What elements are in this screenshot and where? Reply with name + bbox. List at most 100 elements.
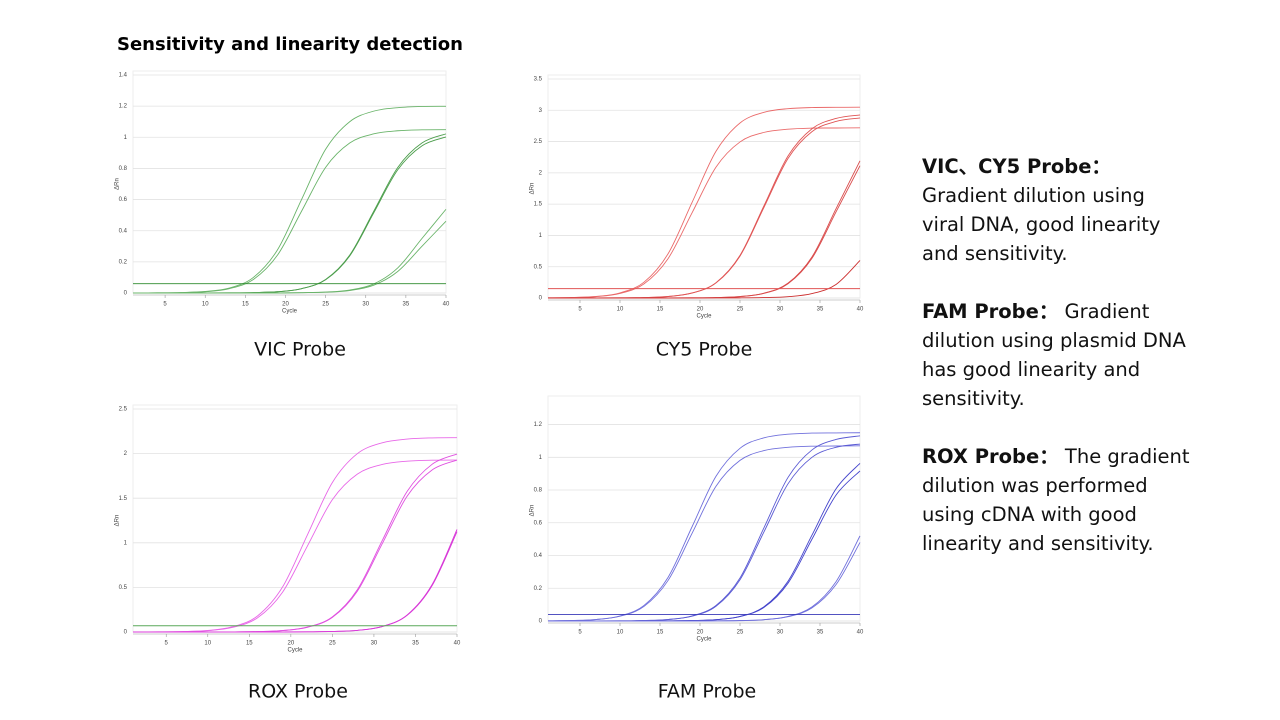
curve <box>132 208 447 294</box>
curve <box>548 435 861 622</box>
plot-area <box>132 70 447 294</box>
curve <box>547 160 861 299</box>
chart: 0 0.2 0.4 0.6 0.8 1 1.2 1.4 5 10 15 20 25 30 35 40 Cycle… <box>115 70 450 361</box>
curve <box>548 463 861 622</box>
x-axis-label: Cycle <box>282 309 298 315</box>
y-tick-label: 0 <box>539 619 543 625</box>
curve <box>547 127 861 299</box>
chart: 0 0.5 1 1.5 2 2.5 3 3.5 5 10 15 20 25 30 35 40 Cycle ΔRn C… <box>530 74 864 361</box>
note-label: ROX Probe： <box>922 445 1059 468</box>
x-tick-label: 40 <box>454 641 461 647</box>
y-tick-label: 1.5 <box>119 496 128 502</box>
x-tick-label: 40 <box>857 630 864 636</box>
x-tick-label: 25 <box>737 630 744 636</box>
y-tick-label: 0.6 <box>119 197 128 203</box>
y-tick-label: 1.2 <box>534 422 543 428</box>
chart-caption: ROX Probe <box>248 681 348 703</box>
y-tick-label: 2.5 <box>534 139 543 145</box>
y-tick-label: 0.2 <box>534 586 543 592</box>
note-label: VIC、CY5 Probe： <box>922 155 1111 178</box>
x-tick-label: 30 <box>777 630 784 636</box>
y-axis-label: ΔRn <box>115 178 121 190</box>
x-tick-label: 15 <box>242 302 249 308</box>
x-tick-label: 25 <box>329 641 336 647</box>
x-axis-label: Cycle <box>287 648 303 654</box>
curve <box>547 117 861 299</box>
x-tick-label: 15 <box>246 641 253 647</box>
note-text: Gradient dilution using plasmid DNA has … <box>922 300 1186 410</box>
note-label: FAM Probe： <box>922 300 1059 323</box>
chart: 0 0.2 0.4 0.6 0.8 1 1.2 5 10 15 20 25 30 35 40 Cycle ΔRn… <box>530 395 864 703</box>
chart-caption: CY5 Probe <box>656 339 753 361</box>
x-tick-label: 5 <box>163 302 167 308</box>
curve <box>548 535 861 622</box>
curve <box>547 114 861 299</box>
notes: VIC、CY5 Probe： Gradient dilution using vi… <box>922 152 1192 587</box>
y-tick-label: 1.5 <box>534 202 543 208</box>
y-tick-label: 0.8 <box>534 488 543 494</box>
chart: 0 0.5 1 1.5 2 2.5 5 10 15 20 25 30 35 40 Cycle ΔRn ROX P… <box>115 404 461 703</box>
x-tick-label: 30 <box>362 302 369 308</box>
y-tick-label: 1 <box>539 233 543 239</box>
x-tick-label: 20 <box>288 641 295 647</box>
x-tick-label: 40 <box>857 307 864 313</box>
x-tick-label: 10 <box>617 307 624 313</box>
y-tick-label: 1 <box>124 135 128 141</box>
x-tick-label: 30 <box>371 641 378 647</box>
y-tick-label: 2.5 <box>119 407 128 413</box>
curve <box>132 459 458 633</box>
x-tick-label: 25 <box>737 307 744 313</box>
curve <box>548 542 861 622</box>
y-tick-label: 0.2 <box>119 259 128 265</box>
y-tick-label: 1.4 <box>119 73 128 79</box>
note: ROX Probe： The gradient dilution was per… <box>922 442 1192 558</box>
curve <box>547 260 861 299</box>
y-tick-label: 0.8 <box>119 166 128 172</box>
y-axis-label: ΔRn <box>115 515 121 527</box>
y-tick-label: 3 <box>539 108 543 114</box>
curve <box>132 529 458 633</box>
x-tick-label: 20 <box>697 630 704 636</box>
curve <box>547 106 861 299</box>
x-tick-label: 15 <box>657 307 664 313</box>
curve <box>132 133 447 294</box>
curve <box>548 470 861 622</box>
x-tick-label: 35 <box>403 302 410 308</box>
y-axis-label: ΔRn <box>530 183 536 195</box>
y-tick-label: 3.5 <box>534 77 543 83</box>
y-tick-label: 0 <box>124 291 128 297</box>
x-tick-label: 5 <box>578 307 582 313</box>
curve <box>547 432 861 622</box>
x-tick-label: 35 <box>817 630 824 636</box>
y-tick-label: 0.4 <box>534 553 543 559</box>
slide-title: Sensitivity and linearity detection <box>117 34 463 55</box>
chart-caption: FAM Probe <box>658 681 757 703</box>
curve <box>547 445 861 622</box>
y-tick-label: 0.5 <box>119 585 128 591</box>
curve <box>132 220 447 294</box>
x-tick-label: 15 <box>657 630 664 636</box>
curve <box>132 531 458 633</box>
curve <box>132 459 458 633</box>
note-text: The gradient dilution was performed usin… <box>922 445 1190 555</box>
x-axis-label: Cycle <box>696 314 712 320</box>
y-tick-label: 0.6 <box>534 520 543 526</box>
x-tick-label: 35 <box>412 641 419 647</box>
y-tick-label: 2 <box>539 170 543 176</box>
curve <box>132 129 447 294</box>
x-tick-label: 40 <box>443 302 450 308</box>
curve <box>547 165 861 299</box>
y-axis-label: ΔRn <box>530 505 536 517</box>
y-tick-label: 0.4 <box>119 228 128 234</box>
y-tick-label: 2 <box>124 451 128 457</box>
chart-caption: VIC Probe <box>254 339 346 361</box>
x-axis-label: Cycle <box>696 637 712 643</box>
x-tick-label: 20 <box>697 307 704 313</box>
note: FAM Probe： Gradient dilution using plasm… <box>922 297 1192 413</box>
curve <box>132 437 458 633</box>
y-tick-label: 0 <box>539 296 543 302</box>
y-tick-label: 0.5 <box>534 264 543 270</box>
y-tick-label: 1 <box>124 540 128 546</box>
y-tick-label: 1 <box>539 455 543 461</box>
